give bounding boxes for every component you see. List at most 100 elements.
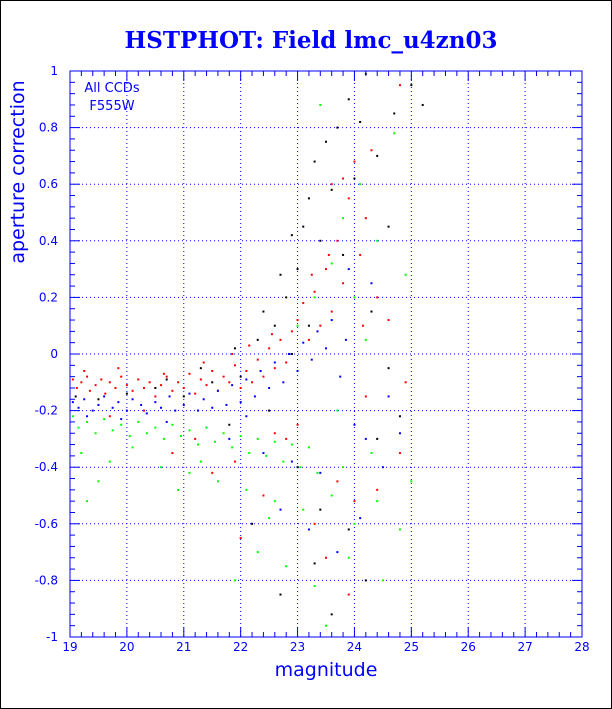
data-point bbox=[376, 239, 379, 242]
data-point bbox=[97, 480, 100, 483]
data-point bbox=[296, 268, 299, 271]
data-point bbox=[171, 423, 174, 426]
data-point bbox=[290, 443, 293, 446]
data-point bbox=[296, 423, 299, 426]
data-point bbox=[182, 403, 185, 406]
data-point bbox=[256, 437, 259, 440]
data-point bbox=[231, 384, 234, 387]
data-point bbox=[111, 429, 114, 432]
y-tick-label: 1 bbox=[50, 64, 58, 78]
data-point bbox=[285, 565, 288, 568]
data-point bbox=[194, 437, 197, 440]
data-point bbox=[296, 466, 299, 469]
data-point bbox=[273, 361, 276, 364]
data-point bbox=[88, 389, 91, 392]
data-point bbox=[216, 480, 219, 483]
data-point bbox=[145, 412, 148, 415]
data-point bbox=[353, 522, 356, 525]
data-point bbox=[103, 418, 106, 421]
data-point bbox=[160, 406, 163, 409]
data-point bbox=[398, 432, 401, 435]
data-point bbox=[83, 369, 86, 372]
data-point bbox=[91, 409, 94, 412]
data-point bbox=[342, 466, 345, 469]
x-tick-label: 23 bbox=[290, 640, 305, 654]
data-point bbox=[370, 310, 373, 313]
data-point bbox=[214, 440, 217, 443]
data-point bbox=[313, 290, 316, 293]
data-point bbox=[307, 528, 310, 531]
data-point bbox=[174, 409, 177, 412]
data-point bbox=[342, 177, 345, 180]
data-point bbox=[398, 528, 401, 531]
data-point bbox=[336, 551, 339, 554]
data-point bbox=[398, 415, 401, 418]
data-point bbox=[268, 517, 271, 520]
data-point bbox=[376, 296, 379, 299]
data-point bbox=[268, 347, 271, 350]
data-point bbox=[376, 154, 379, 157]
data-point bbox=[211, 381, 214, 384]
data-point bbox=[251, 381, 254, 384]
data-point bbox=[83, 398, 86, 401]
data-point bbox=[330, 310, 333, 313]
data-point bbox=[302, 302, 305, 305]
data-point bbox=[262, 452, 265, 455]
data-point bbox=[142, 409, 145, 412]
data-point bbox=[288, 353, 291, 355]
data-point bbox=[228, 437, 231, 440]
data-point bbox=[245, 378, 248, 381]
data-point bbox=[359, 253, 362, 256]
data-point bbox=[342, 253, 345, 256]
data-point bbox=[97, 403, 100, 406]
data-point bbox=[131, 389, 134, 392]
data-point bbox=[347, 593, 350, 596]
x-tick-label: 27 bbox=[517, 640, 532, 654]
data-point bbox=[248, 452, 251, 455]
data-point bbox=[125, 409, 128, 412]
data-point bbox=[160, 384, 163, 387]
data-point bbox=[393, 112, 396, 115]
data-point bbox=[225, 403, 228, 406]
data-point bbox=[319, 508, 322, 511]
data-point bbox=[307, 324, 310, 327]
data-point bbox=[137, 378, 140, 381]
data-point bbox=[353, 160, 356, 163]
data-point bbox=[410, 480, 413, 483]
data-point bbox=[222, 432, 225, 435]
data-point bbox=[325, 140, 327, 143]
data-point bbox=[199, 460, 202, 463]
y-tick-label: 0.8 bbox=[39, 121, 58, 135]
data-point bbox=[100, 378, 103, 381]
data-point bbox=[120, 418, 123, 421]
data-point bbox=[86, 420, 89, 423]
data-point bbox=[347, 556, 350, 559]
data-point bbox=[103, 395, 106, 398]
data-point bbox=[330, 613, 333, 616]
data-point bbox=[228, 381, 231, 384]
data-point bbox=[404, 381, 407, 384]
data-point bbox=[279, 338, 282, 341]
data-point bbox=[285, 437, 288, 440]
data-point bbox=[364, 437, 367, 440]
data-point bbox=[353, 423, 356, 426]
data-point bbox=[94, 432, 97, 435]
data-point bbox=[330, 319, 333, 322]
data-point bbox=[370, 452, 373, 455]
data-point bbox=[148, 381, 151, 384]
data-point bbox=[125, 392, 128, 395]
data-point bbox=[336, 126, 339, 129]
data-point bbox=[307, 446, 310, 449]
data-point bbox=[71, 401, 74, 404]
data-point bbox=[154, 395, 157, 398]
data-point bbox=[302, 508, 305, 511]
data-point bbox=[398, 84, 401, 87]
data-point bbox=[194, 392, 197, 395]
data-point bbox=[256, 358, 259, 361]
data-point bbox=[145, 432, 148, 435]
data-point bbox=[182, 395, 185, 398]
data-point bbox=[336, 480, 339, 483]
data-point bbox=[182, 386, 185, 389]
data-point bbox=[104, 392, 107, 395]
